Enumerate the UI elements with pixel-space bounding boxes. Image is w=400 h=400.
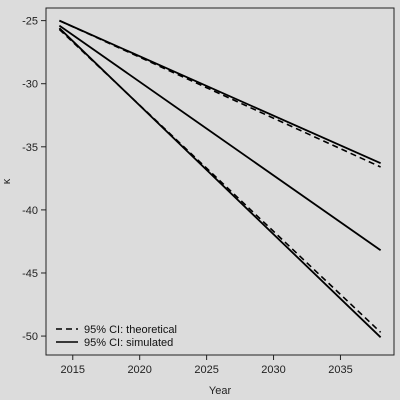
series-line-1-solid: [58, 24, 382, 252]
y-axis-title: κ: [1, 178, 13, 184]
series-line-2-dashed: [59, 19, 381, 168]
legend-label: 95% CI: simulated: [84, 337, 173, 349]
x-axis: 2015 2020 2025 2030 2035: [61, 355, 353, 376]
x-tick-label: 2020: [127, 364, 151, 376]
y-tick-label: -25: [22, 16, 38, 28]
series-layer: [58, 19, 382, 338]
series-line-4-solid: [59, 19, 381, 165]
x-tick-label: 2035: [328, 364, 352, 376]
y-axis: -25 -30 -35 -40 -45 -50: [22, 16, 46, 343]
y-tick-label: -45: [22, 268, 38, 280]
y-tick-label: -40: [22, 205, 38, 217]
series-line-5-solid: [58, 27, 382, 338]
legend-label: 95% CI: theoretical: [84, 324, 177, 336]
plot-frame: [45, 7, 395, 356]
y-tick-label: -30: [22, 79, 38, 91]
plot-border: [45, 7, 395, 356]
x-axis-title: Year: [209, 385, 232, 397]
y-tick-label: -35: [22, 142, 38, 154]
x-tick-label: 2015: [61, 364, 85, 376]
x-tick-label: 2025: [194, 364, 218, 376]
y-tick-label: -50: [22, 331, 38, 343]
x-tick-label: 2030: [261, 364, 285, 376]
